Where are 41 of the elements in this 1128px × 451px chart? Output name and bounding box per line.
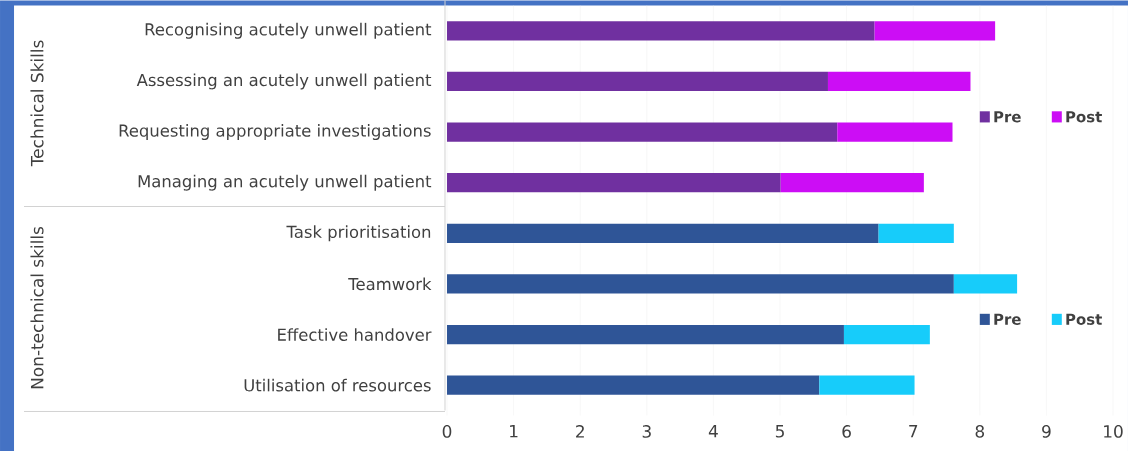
bar: [447, 172, 781, 193]
legend-label: Pre: [994, 111, 1021, 123]
bar: [827, 71, 971, 91]
bar: [953, 274, 1018, 294]
bar: [819, 375, 915, 395]
x-tick-label: 3: [642, 424, 651, 438]
y-tick-label: Assessing an acutely unwell patient: [136, 73, 432, 90]
bar: [447, 223, 879, 243]
bar: [837, 122, 953, 142]
x-tick-label: 9: [1042, 424, 1051, 438]
y-tick-label: Effective handover: [278, 327, 432, 341]
y-tick-label: Requesting appropriate investigations: [119, 123, 431, 140]
x-tick-label: 0: [442, 424, 452, 438]
bar: [843, 324, 930, 344]
x-tick-label: 4: [708, 424, 718, 438]
text: Non-technical skills: [30, 226, 44, 388]
x-tick-label: 2: [576, 424, 584, 438]
bar: [447, 71, 828, 91]
y-tick-label: Utilisation of resources: [244, 378, 431, 392]
bar: [447, 20, 875, 41]
y-tick-label: Recognising acutely unwell patient: [145, 22, 432, 39]
x-tick-label: 5: [775, 424, 784, 438]
x-tick-label: 10: [1104, 424, 1123, 438]
bar: [447, 274, 954, 294]
x-tick-label: 7: [909, 424, 918, 438]
x-tick-label: 1: [510, 424, 518, 438]
y-tick-label: Teamwork: [348, 277, 432, 291]
bar: [447, 375, 820, 395]
x-tick-label: 6: [842, 424, 851, 438]
legend-label: Post: [1066, 313, 1102, 325]
legend-label: Post: [1066, 111, 1102, 123]
y-tick-label: Task prioritisation: [286, 225, 431, 242]
bar: [878, 223, 954, 243]
bar: [447, 324, 844, 344]
bar: [874, 20, 996, 41]
legend-label: Pre: [994, 313, 1021, 325]
bar: [447, 122, 838, 142]
x-tick-label: 8: [975, 424, 985, 438]
bar: [780, 172, 924, 193]
text: Technical Skills: [30, 40, 44, 167]
y-tick-label: Managing an acutely unwell patient: [138, 174, 432, 191]
